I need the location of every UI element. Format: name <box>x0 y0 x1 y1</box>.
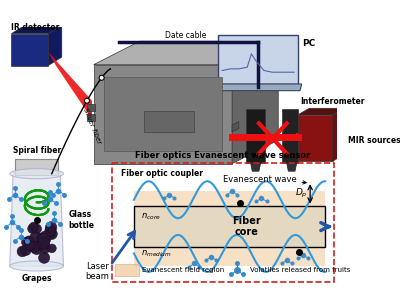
Circle shape <box>40 243 50 253</box>
Circle shape <box>84 98 90 103</box>
Polygon shape <box>12 34 48 65</box>
Text: Laser
beam: Laser beam <box>85 262 109 281</box>
Polygon shape <box>94 65 232 164</box>
Polygon shape <box>134 206 325 247</box>
Circle shape <box>22 237 32 247</box>
Text: Spiral fiber: Spiral fiber <box>12 146 61 155</box>
Polygon shape <box>10 172 64 266</box>
Polygon shape <box>144 111 194 132</box>
Circle shape <box>29 222 38 231</box>
Polygon shape <box>246 109 265 163</box>
Text: MIR sources: MIR sources <box>348 136 400 145</box>
Circle shape <box>46 228 57 239</box>
Circle shape <box>36 233 47 244</box>
Circle shape <box>21 245 31 255</box>
Polygon shape <box>298 115 333 161</box>
Polygon shape <box>87 114 95 121</box>
Circle shape <box>17 246 28 257</box>
Text: Fiber optic coupler: Fiber optic coupler <box>122 169 204 178</box>
Circle shape <box>30 232 42 245</box>
Polygon shape <box>214 84 302 91</box>
Polygon shape <box>232 122 239 132</box>
Polygon shape <box>218 35 298 84</box>
Polygon shape <box>298 108 344 115</box>
Text: $n_{medium}$: $n_{medium}$ <box>141 248 172 259</box>
Text: Volatiles released from fruits: Volatiles released from fruits <box>250 267 350 273</box>
Circle shape <box>32 224 42 234</box>
Polygon shape <box>48 25 62 65</box>
Text: IR detector: IR detector <box>12 23 60 32</box>
Circle shape <box>38 237 50 249</box>
Circle shape <box>24 236 34 246</box>
Polygon shape <box>250 163 261 171</box>
Polygon shape <box>134 191 325 266</box>
Ellipse shape <box>10 169 64 179</box>
Polygon shape <box>232 41 278 164</box>
Text: $D_p$: $D_p$ <box>295 187 308 200</box>
Polygon shape <box>48 52 92 119</box>
Text: Glass
bottle: Glass bottle <box>68 210 94 230</box>
Circle shape <box>29 241 40 252</box>
Polygon shape <box>287 163 297 171</box>
Polygon shape <box>282 109 298 163</box>
Circle shape <box>30 242 43 255</box>
Circle shape <box>38 233 50 246</box>
Circle shape <box>40 231 51 242</box>
Polygon shape <box>104 77 222 151</box>
Circle shape <box>48 244 56 253</box>
Circle shape <box>99 75 104 80</box>
Text: Interferometer: Interferometer <box>300 97 364 106</box>
Text: Fiber
core: Fiber core <box>232 216 261 237</box>
Polygon shape <box>94 41 278 65</box>
Polygon shape <box>87 104 95 111</box>
Text: Evanescent field region: Evanescent field region <box>142 267 224 273</box>
Ellipse shape <box>10 261 64 271</box>
Circle shape <box>38 252 50 263</box>
Polygon shape <box>296 134 298 140</box>
Polygon shape <box>116 264 139 276</box>
Circle shape <box>45 225 56 236</box>
Polygon shape <box>12 25 62 34</box>
Circle shape <box>28 224 38 234</box>
Text: Evanescent wave: Evanescent wave <box>223 175 306 184</box>
Polygon shape <box>333 108 344 161</box>
Circle shape <box>45 228 56 239</box>
Circle shape <box>45 222 57 233</box>
Circle shape <box>26 241 35 250</box>
Polygon shape <box>15 159 58 175</box>
Text: PC: PC <box>302 39 316 48</box>
Text: Silver fiber: Silver fiber <box>82 107 102 145</box>
Text: $n_{core}$: $n_{core}$ <box>141 211 160 222</box>
Text: Grapes: Grapes <box>21 274 52 283</box>
Text: Fiber optics Evanescent wave sensor: Fiber optics Evanescent wave sensor <box>135 151 310 160</box>
Text: Date cable: Date cable <box>165 31 207 40</box>
